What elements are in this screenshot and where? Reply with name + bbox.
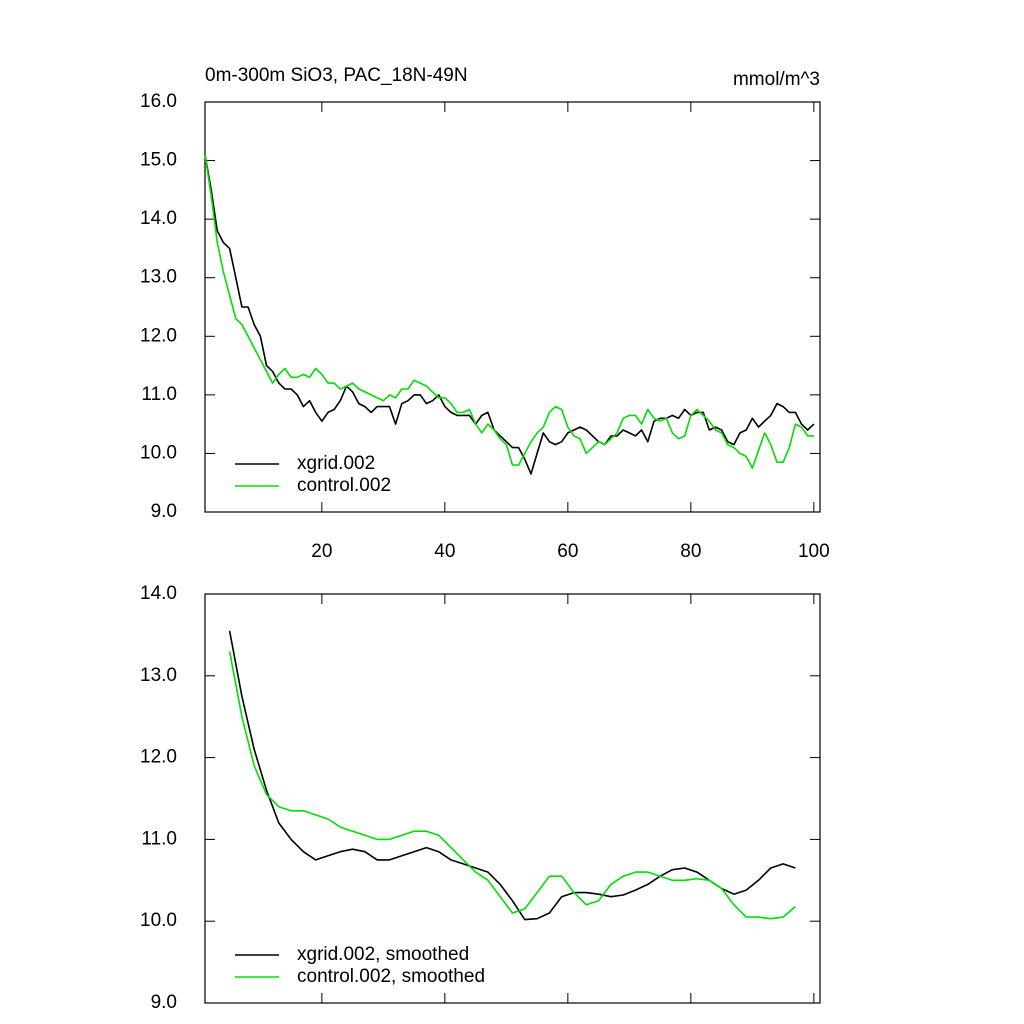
plot-frame xyxy=(204,101,821,513)
x-tick-label: 100 xyxy=(798,541,830,562)
data-line xyxy=(228,630,796,921)
x-tick-label: 60 xyxy=(557,541,578,562)
y-tick-label: 9.0 xyxy=(151,992,177,1013)
y-tick-label: 11.0 xyxy=(141,384,177,405)
data-line xyxy=(204,154,815,475)
chart-title: 0m-300m SiO3, PAC_18N-49N xyxy=(205,65,468,86)
y-tick-label: 11.0 xyxy=(141,828,177,849)
y-tick-label: 12.0 xyxy=(140,747,177,768)
y-tick-label: 14.0 xyxy=(140,583,177,604)
y-tick-label: 14.0 xyxy=(140,208,177,229)
legend-label: xgrid.002 xyxy=(297,453,375,474)
legend-label: control.002 xyxy=(297,475,391,496)
x-tick-label: 80 xyxy=(680,541,701,562)
y-tick-label: 15.0 xyxy=(140,150,177,171)
x-tick-label: 20 xyxy=(311,541,332,562)
y-tick-label: 16.0 xyxy=(140,91,177,112)
legend-label: xgrid.002, smoothed xyxy=(297,944,469,965)
y-tick-label: 10.0 xyxy=(140,442,177,463)
y-tick-label: 9.0 xyxy=(151,501,177,522)
y-tick-label: 13.0 xyxy=(140,267,177,288)
x-tick-label: 40 xyxy=(434,541,455,562)
legend-label: control.002, smoothed xyxy=(297,966,485,987)
data-line xyxy=(204,154,814,469)
plot-frame xyxy=(204,593,821,1004)
data-line xyxy=(228,651,796,920)
y-tick-label: 12.0 xyxy=(140,325,177,346)
units-label: mmol/m^3 xyxy=(733,69,820,90)
y-tick-label: 10.0 xyxy=(140,910,177,931)
y-tick-label: 13.0 xyxy=(140,665,177,686)
